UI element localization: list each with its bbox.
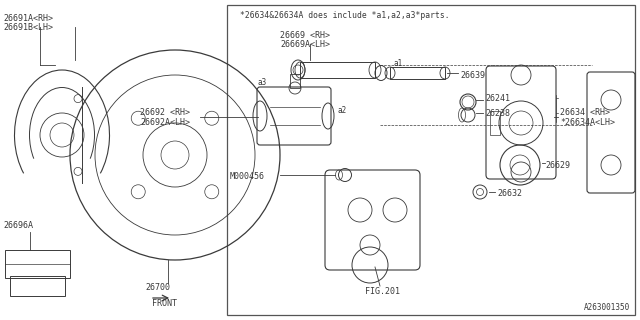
Text: 26629: 26629 [545, 161, 570, 170]
Text: a3: a3 [258, 77, 268, 86]
Text: 26632: 26632 [497, 188, 522, 197]
Text: 26238: 26238 [485, 108, 510, 117]
Text: *26634A<LH>: *26634A<LH> [560, 117, 615, 126]
Text: *26634&26634A does include *a1,a2,a3*parts.: *26634&26634A does include *a1,a2,a3*par… [240, 11, 450, 20]
Bar [390, 67, 445, 79]
Bar [10, 276, 65, 296]
Text: 26696A: 26696A [3, 220, 33, 229]
Bar [490, 111, 500, 135]
Text: 26639: 26639 [460, 70, 485, 79]
Text: M000456: M000456 [230, 172, 265, 180]
Bar [300, 62, 375, 78]
Text: 26700: 26700 [145, 284, 170, 292]
Bar [5, 250, 70, 278]
Text: a2: a2 [337, 106, 346, 115]
Text: FIG.201: FIG.201 [365, 287, 400, 297]
Text: 26692 <RH>: 26692 <RH> [140, 108, 190, 116]
Text: 26634 <RH>: 26634 <RH> [560, 108, 610, 116]
Text: FRONT: FRONT [152, 300, 177, 308]
Bar [227, 5, 635, 315]
Bar [290, 74, 300, 88]
Text: 26669A<LH>: 26669A<LH> [280, 39, 330, 49]
Text: 26691A<RH>: 26691A<RH> [3, 13, 53, 22]
Text: 26669 <RH>: 26669 <RH> [280, 30, 330, 39]
Text: a1: a1 [393, 59, 403, 68]
Text: 26692A<LH>: 26692A<LH> [140, 117, 190, 126]
Text: 26241: 26241 [485, 93, 510, 102]
Text: 26691B<LH>: 26691B<LH> [3, 22, 53, 31]
Text: A263001350: A263001350 [584, 303, 630, 312]
